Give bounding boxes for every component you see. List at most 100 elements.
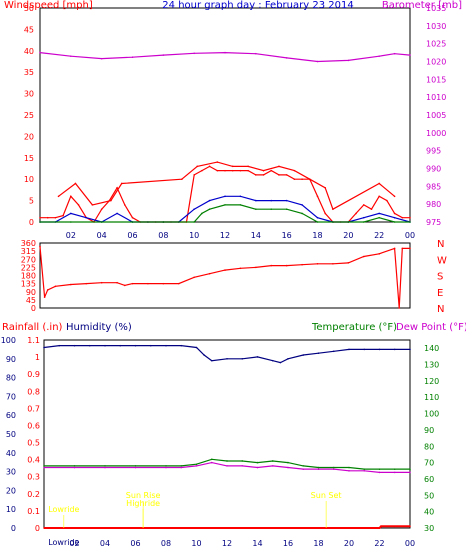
windspeed-tick-labels: 0 5 10 15 20 25 30 35 40 45 50	[24, 4, 34, 227]
data-point	[316, 216, 319, 219]
data-point	[116, 281, 118, 284]
data-point	[362, 216, 365, 219]
data-point	[100, 221, 103, 223]
data-point	[370, 208, 373, 210]
x-tick: 14	[252, 539, 262, 548]
data-point	[270, 264, 273, 267]
panel1-x-tick-labels: 02 04 06 08 10 12 14 16 18 20 22 00	[66, 231, 415, 240]
data-point	[210, 458, 213, 461]
data-point	[347, 262, 350, 264]
data-point	[39, 221, 41, 223]
data-point	[123, 204, 126, 206]
data-point	[348, 348, 350, 351]
data-point	[70, 195, 72, 198]
barometer-tick: 995	[426, 147, 441, 156]
compass-label: E	[437, 288, 443, 299]
panel2-frame	[39, 242, 411, 309]
data-point	[409, 348, 411, 351]
x-tick: 18	[312, 231, 322, 240]
data-point	[363, 468, 366, 470]
data-point	[347, 221, 350, 223]
data-point	[216, 169, 219, 172]
panel2-series	[39, 245, 411, 309]
data-point	[287, 358, 289, 360]
data-point	[85, 216, 88, 219]
data-point	[362, 255, 365, 258]
barometer-tick: 1035	[426, 4, 446, 13]
direction-tick: 315	[21, 247, 36, 256]
windspeed-tick: 0	[29, 218, 34, 227]
data-point	[110, 199, 112, 202]
x-tick: 04	[100, 539, 110, 548]
data-point	[116, 212, 118, 215]
data-point	[58, 344, 61, 347]
data-point	[193, 208, 195, 210]
data-point	[302, 354, 305, 356]
data-point	[362, 204, 365, 206]
data-point	[378, 468, 381, 470]
annotation-label: Lowride	[48, 538, 79, 547]
data-point	[355, 212, 357, 215]
data-point	[270, 199, 273, 202]
barometer-tick: 985	[426, 182, 441, 191]
rainfall-tick: 0.1	[27, 507, 40, 516]
data-point	[270, 169, 273, 172]
windspeed-tick: 10	[24, 175, 34, 184]
rainfall-tick: 0.4	[27, 456, 40, 465]
data-point	[165, 466, 167, 469]
data-point	[255, 174, 257, 176]
annotation-label: Sun Set	[311, 491, 342, 500]
windspeed-tick: 25	[24, 111, 34, 120]
rainfall-tick: 0	[35, 524, 40, 533]
x-tick: 20	[344, 539, 354, 548]
data-point	[201, 212, 203, 215]
data-point	[255, 266, 257, 269]
data-point	[256, 461, 259, 464]
rainfall-tick: 1.1	[27, 336, 40, 345]
data-point	[301, 178, 303, 180]
data-point	[363, 348, 366, 351]
series-line	[40, 195, 411, 223]
data-point	[393, 525, 396, 528]
data-point	[241, 465, 244, 467]
data-point	[378, 195, 380, 198]
data-point	[239, 204, 242, 206]
data-point	[301, 204, 303, 206]
temperature-tick: 140	[424, 344, 439, 353]
data-point	[285, 57, 288, 59]
humidity-tick: 30	[6, 468, 16, 477]
data-point	[162, 54, 165, 56]
data-point	[46, 289, 49, 291]
data-point	[193, 52, 195, 55]
barometer-tick: 1015	[426, 75, 446, 84]
data-point	[293, 169, 296, 172]
data-point	[316, 262, 319, 265]
rainfall-tick: 0.2	[27, 490, 40, 499]
windspeed-tick: 45	[24, 25, 34, 34]
data-point	[193, 276, 195, 279]
data-point	[317, 466, 320, 469]
data-point	[393, 471, 396, 474]
data-point	[285, 174, 288, 176]
barometer-tick: 975	[426, 218, 441, 227]
temperature-tick: 130	[424, 361, 439, 370]
data-point	[324, 212, 327, 215]
windspeed-tick: 35	[24, 68, 34, 77]
data-point	[271, 465, 274, 467]
data-point	[378, 471, 381, 474]
data-point	[362, 221, 365, 223]
data-point	[70, 212, 72, 215]
rainfall-tick: 1	[35, 353, 40, 362]
humidity-tick: 40	[6, 449, 16, 458]
data-point	[393, 212, 396, 215]
data-point	[278, 174, 280, 176]
barometer-tick: 1030	[426, 22, 446, 31]
barometer-tick: 1000	[426, 129, 446, 138]
data-point	[317, 352, 320, 354]
data-point	[262, 169, 265, 172]
data-point	[239, 169, 242, 172]
windspeed-tick: 50	[24, 4, 34, 13]
panel3-series	[43, 344, 411, 529]
direction-tick: 0	[31, 304, 36, 313]
